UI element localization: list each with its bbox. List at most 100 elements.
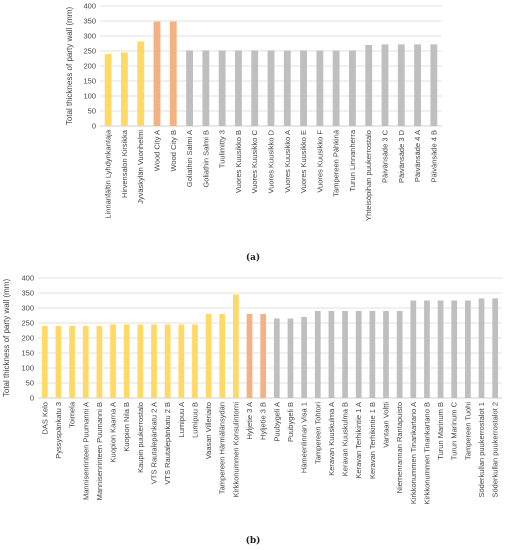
bar: [96, 326, 103, 398]
x-tick-label: Hyljetie 3 A: [245, 402, 254, 440]
bar: [396, 311, 403, 398]
bar: [328, 311, 335, 398]
bar: [397, 44, 405, 126]
bar: [251, 50, 259, 126]
x-tick-label: Yhteisöpihan puukerrostalo: [364, 130, 373, 221]
y-tick-label: 100: [83, 92, 96, 101]
bar: [153, 21, 161, 127]
y-tick-label: 200: [21, 334, 34, 343]
bar: [69, 326, 75, 398]
x-tick-label: Kaupin puukerrostalo: [136, 402, 145, 473]
x-tick-label: Tampereen Tohtori: [313, 402, 322, 464]
bar: [137, 41, 145, 126]
y-axis-label: Total thickness of party wall (mm): [65, 7, 74, 126]
bar: [437, 300, 444, 398]
bar: [55, 326, 62, 398]
x-tick-label: Tampereen Pähkinä: [332, 129, 341, 197]
x-tick-label: Jyväskylän Vuorihelmi: [136, 130, 145, 204]
bar: [430, 44, 438, 126]
x-tick-label: Keravan Terhikintie 1 A: [354, 402, 363, 479]
x-tick-label: Keravan Terhikintie 1 B: [368, 402, 377, 479]
bar: [121, 52, 128, 126]
bar: [383, 311, 389, 398]
bar: [235, 50, 242, 126]
x-tick-label: Puubygeli A: [272, 402, 281, 442]
bar: [492, 298, 499, 398]
x-tick-label: Niemenrannan Rantapuisto: [395, 402, 404, 493]
y-tick-label: 200: [83, 62, 96, 71]
bar: [478, 298, 485, 398]
y-tick-label: 50: [88, 107, 96, 116]
x-tick-label: Päivänsäde 4 B: [429, 130, 438, 183]
x-tick-label: Lumipuu B: [190, 402, 199, 438]
bar: [169, 21, 177, 127]
x-tick-label: Mannisenrinteen Puumanni A: [81, 402, 90, 500]
bar: [355, 311, 362, 398]
bar: [424, 300, 430, 398]
bar: [233, 294, 239, 398]
bar: [104, 54, 112, 126]
bar: [283, 50, 291, 126]
bar: [110, 324, 116, 398]
x-tick-label: Linnanfältin Lyhdynkantaja: [104, 129, 113, 218]
x-tick-label: Kuopion Nila B: [122, 402, 131, 452]
bar: [300, 50, 307, 126]
x-tick-label: VTS Rautalepänkatu 2 B: [163, 402, 172, 485]
bar: [205, 314, 212, 398]
chart-b: 0 50 100 150 200 250 300 350 400 Total thickness …: [2, 274, 502, 546]
x-tick-label: Turun Marinum C: [450, 401, 459, 460]
y-tick-label: 300: [21, 304, 34, 313]
x-tick-label: Goliathin Salmi A: [185, 130, 194, 187]
x-tick-label: Turun Linnanherra: [348, 129, 357, 191]
bar: [301, 317, 307, 398]
x-tick-label: Lumipuu A: [177, 402, 186, 437]
y-tick-label: 350: [21, 289, 34, 298]
x-tick-label: Vuores Kuusikko A: [283, 130, 292, 193]
x-tick-label: Wood City A: [153, 130, 162, 171]
bar: [82, 326, 89, 398]
x-tick-label: Tampereen Härmälänsydän: [218, 402, 227, 494]
y-tick-label: 100: [21, 364, 34, 373]
y-tick-label: 0: [30, 394, 34, 403]
bar: [381, 44, 389, 126]
bar: [137, 324, 144, 398]
x-tick-label: Mannisenrinteen Puumanni B: [95, 402, 104, 500]
bar: [151, 324, 157, 398]
x-tick-label: Vuores Kuusikko E: [299, 130, 308, 193]
y-tick-label: 300: [83, 32, 96, 41]
bar: [410, 300, 417, 398]
y-axis-label: Total thickness of party wall (mm): [2, 279, 11, 398]
bar: [260, 314, 267, 398]
y-tick-label: 150: [21, 349, 34, 358]
y-tick-label: 250: [21, 319, 34, 328]
x-tick-label: Vantaan Voltti: [382, 402, 391, 448]
bar: [465, 300, 471, 398]
x-tick-label: Pyssyspänkatu 3: [54, 402, 63, 459]
x-tick-label: Söderkullan puukerrostalot 1: [477, 402, 486, 497]
bar: [369, 311, 376, 398]
x-tick-label: Keravan Kuuskulma A: [327, 402, 336, 476]
x-tick-label: Toimela: [68, 401, 77, 428]
x-tick-label: Vuores Kuusikko C: [250, 129, 259, 193]
bar: [342, 311, 348, 398]
bar: [273, 318, 280, 398]
x-tick-label: Hyljetie 3 B: [259, 402, 268, 440]
x-tick-label: Kuopion Kaarna A: [109, 402, 118, 462]
y-tick-label: 350: [83, 17, 96, 26]
x-tick-label: Kirkkonummen Tinankartano A: [409, 402, 418, 504]
x-tick-label: Wood City B: [169, 130, 178, 172]
bar: [202, 50, 210, 126]
x-tick-label: Hämeenlinnan Visa 1: [300, 402, 309, 473]
y-tick-label: 0: [92, 122, 96, 131]
figure-caption: (a): [246, 252, 260, 263]
x-tick-label: Päivänsäde 4 A: [413, 130, 422, 182]
x-tick-label: Vuores Kuusikko F: [315, 130, 324, 193]
bar: [218, 50, 226, 126]
chart-a: 0 50 100 150 200 250 300 350 400 Total thickness …: [65, 2, 442, 263]
bar: [164, 324, 171, 398]
x-tick-label: Tampereen Tuohi: [463, 402, 472, 460]
bar: [451, 300, 458, 398]
bar: [316, 50, 324, 126]
bar: [287, 318, 294, 398]
x-tick-label: Päivänsäde 3 C: [381, 129, 390, 183]
